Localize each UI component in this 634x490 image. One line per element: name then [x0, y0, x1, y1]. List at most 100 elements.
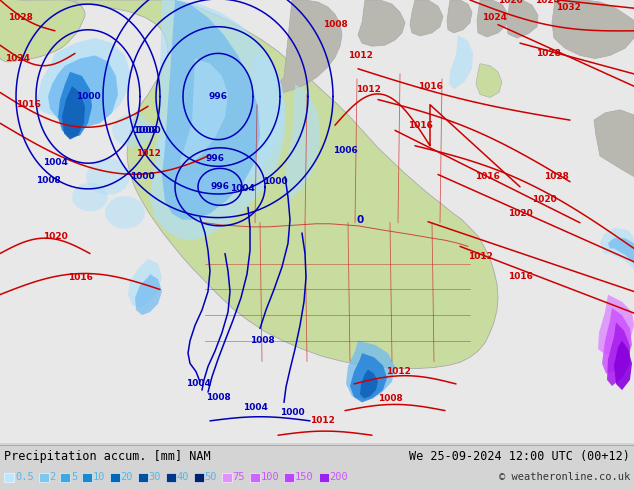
Polygon shape — [607, 322, 630, 386]
Text: 1000: 1000 — [130, 172, 154, 181]
Polygon shape — [276, 0, 342, 93]
Text: 0: 0 — [356, 215, 364, 225]
Polygon shape — [150, 0, 286, 240]
Text: 1012: 1012 — [309, 416, 335, 425]
Text: 1008: 1008 — [133, 126, 157, 135]
Text: 1004: 1004 — [186, 379, 210, 389]
Bar — [110, 473, 119, 482]
Polygon shape — [69, 0, 498, 368]
Text: 1000: 1000 — [75, 92, 100, 101]
Bar — [60, 473, 70, 482]
Bar — [250, 473, 259, 482]
Polygon shape — [477, 0, 508, 37]
Polygon shape — [507, 0, 538, 38]
Polygon shape — [350, 353, 387, 402]
Polygon shape — [0, 0, 85, 62]
Text: 1024: 1024 — [536, 0, 560, 4]
Polygon shape — [449, 35, 473, 89]
Text: 1000: 1000 — [280, 408, 304, 417]
Text: 1012: 1012 — [467, 252, 493, 261]
Text: 1008: 1008 — [378, 394, 403, 403]
Text: 1006: 1006 — [333, 147, 358, 155]
Polygon shape — [162, 0, 260, 220]
Polygon shape — [614, 341, 632, 390]
Text: 1012: 1012 — [136, 149, 160, 158]
Text: 2: 2 — [49, 472, 56, 482]
Text: 1028: 1028 — [8, 13, 32, 22]
Bar — [39, 473, 48, 482]
Text: 1004: 1004 — [42, 158, 67, 167]
Bar — [4, 473, 14, 482]
Polygon shape — [48, 55, 118, 127]
Polygon shape — [602, 308, 632, 374]
Polygon shape — [410, 0, 443, 36]
Text: 10: 10 — [93, 472, 105, 482]
Text: 1028: 1028 — [536, 49, 560, 58]
Text: 996: 996 — [209, 92, 228, 101]
Text: 100: 100 — [261, 472, 279, 482]
Polygon shape — [105, 196, 145, 229]
Text: 200: 200 — [330, 472, 348, 482]
Text: Precipitation accum. [mm] NAM: Precipitation accum. [mm] NAM — [4, 449, 210, 463]
Bar — [138, 473, 148, 482]
Text: 1016: 1016 — [475, 172, 500, 181]
Polygon shape — [476, 64, 502, 98]
Text: 1000: 1000 — [136, 126, 160, 135]
Text: 1024: 1024 — [482, 13, 507, 22]
Text: 20: 20 — [120, 472, 133, 482]
Text: 1012: 1012 — [347, 51, 372, 60]
Text: 5: 5 — [71, 472, 77, 482]
Polygon shape — [72, 183, 108, 211]
Text: We 25-09-2024 12:00 UTC (00+12): We 25-09-2024 12:00 UTC (00+12) — [409, 449, 630, 463]
Text: 996: 996 — [210, 182, 230, 191]
Text: 40: 40 — [176, 472, 189, 482]
Text: 50: 50 — [205, 472, 217, 482]
Polygon shape — [360, 369, 378, 398]
Polygon shape — [552, 0, 634, 58]
Text: 1008: 1008 — [205, 393, 230, 402]
Polygon shape — [238, 53, 285, 182]
Polygon shape — [112, 114, 152, 147]
Polygon shape — [180, 58, 228, 169]
Polygon shape — [36, 38, 130, 123]
Polygon shape — [62, 86, 85, 140]
Text: 1016: 1016 — [408, 121, 432, 130]
Text: 1020: 1020 — [498, 0, 522, 4]
Text: 1016: 1016 — [418, 82, 443, 91]
Text: 1008: 1008 — [36, 176, 60, 185]
Text: 0.5: 0.5 — [15, 472, 34, 482]
Polygon shape — [58, 72, 92, 138]
Text: 1000: 1000 — [262, 177, 287, 186]
Bar — [318, 473, 328, 482]
Polygon shape — [598, 294, 634, 355]
Text: 1020: 1020 — [42, 232, 67, 241]
Text: 30: 30 — [148, 472, 161, 482]
Text: 1016: 1016 — [16, 100, 41, 109]
Bar — [221, 473, 231, 482]
Bar — [82, 473, 91, 482]
Polygon shape — [155, 136, 185, 160]
Polygon shape — [135, 274, 162, 315]
Bar — [193, 473, 204, 482]
Text: 1012: 1012 — [356, 85, 380, 94]
Bar — [284, 473, 294, 482]
Text: 150: 150 — [295, 472, 314, 482]
Text: 1032: 1032 — [555, 2, 581, 12]
Polygon shape — [86, 158, 130, 195]
Polygon shape — [447, 0, 472, 33]
Polygon shape — [600, 228, 634, 269]
Text: 1020: 1020 — [508, 209, 533, 218]
Bar — [165, 473, 176, 482]
Text: 1028: 1028 — [543, 172, 569, 181]
Text: 75: 75 — [233, 472, 245, 482]
Text: 1004: 1004 — [243, 403, 268, 412]
Text: 1024: 1024 — [6, 54, 30, 63]
Text: 1004: 1004 — [230, 184, 254, 194]
Text: 1016: 1016 — [508, 271, 533, 281]
Polygon shape — [358, 0, 405, 46]
Polygon shape — [178, 172, 213, 201]
Text: 1008: 1008 — [323, 20, 347, 29]
Polygon shape — [0, 0, 634, 443]
Text: 1008: 1008 — [250, 336, 275, 345]
Polygon shape — [284, 84, 320, 199]
